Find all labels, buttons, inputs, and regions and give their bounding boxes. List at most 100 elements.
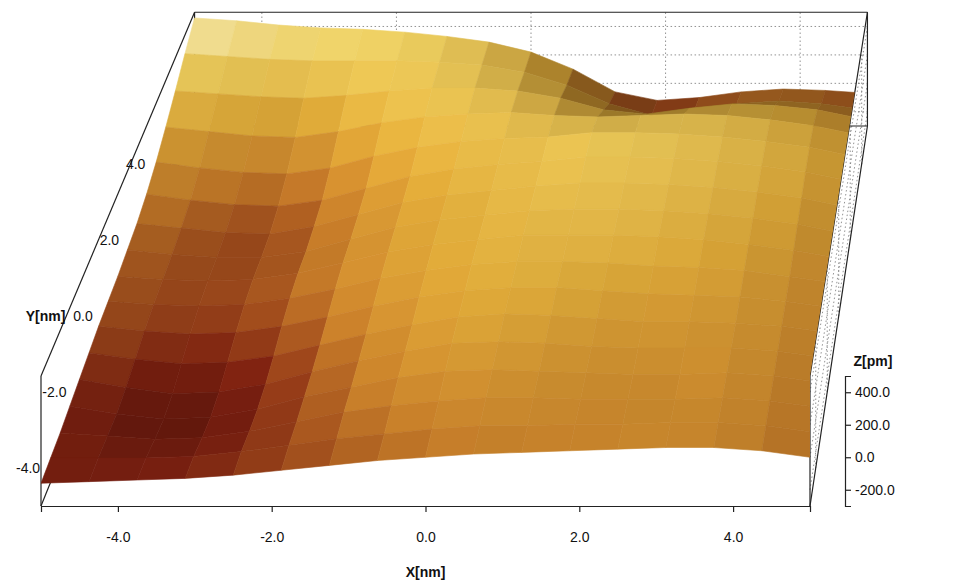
surface-cell — [397, 32, 447, 62]
y-tick-label: -4.0 — [16, 460, 40, 476]
surface-cell — [452, 314, 505, 343]
y-tick-label: 4.0 — [126, 156, 146, 172]
surface-cell — [630, 133, 679, 159]
surface-cell — [635, 114, 684, 134]
surface-cell — [762, 426, 814, 457]
surface-cell — [517, 235, 568, 261]
surface-cell — [89, 458, 146, 482]
surface-cell — [492, 342, 545, 372]
surface-cell — [623, 399, 675, 424]
surface-cell — [146, 438, 202, 458]
grid-line — [838, 194, 839, 316]
surface-cell — [736, 297, 786, 326]
surface-cell — [147, 162, 200, 200]
x-axis-line — [42, 507, 811, 513]
box-edge — [867, 12, 868, 126]
z-axis-line — [846, 377, 852, 507]
surface-cell — [135, 331, 190, 364]
z-tick-label: 400.0 — [855, 384, 890, 400]
surface-cell — [270, 25, 321, 61]
surface-cell — [523, 209, 574, 235]
surface-cell — [684, 104, 732, 115]
surface-cell — [108, 414, 164, 439]
x-tick-mark — [579, 506, 580, 512]
surface-cell — [708, 188, 757, 219]
surface-cell — [511, 261, 563, 287]
surface-cell — [704, 214, 753, 245]
x-tick: -2.0 — [260, 506, 284, 545]
surface-cell — [740, 271, 790, 302]
surface-cell — [568, 209, 619, 235]
surface-cell — [118, 250, 172, 279]
surface-cell — [461, 113, 511, 142]
surface-cell — [458, 288, 510, 317]
surface-cell — [217, 233, 270, 258]
surface-cell — [312, 28, 363, 61]
surface-cell — [602, 263, 653, 294]
x-axis-title: X[nm] — [406, 564, 446, 580]
surface-cell — [191, 168, 244, 205]
x-tick: -4.0 — [106, 506, 130, 545]
surface-cell — [731, 323, 782, 351]
x-tick-label: 0.0 — [416, 529, 436, 545]
surface-cell — [425, 88, 475, 117]
y-tick-label: 2.0 — [100, 232, 120, 248]
surface-cell — [608, 235, 659, 266]
x-tick-mark — [733, 506, 734, 512]
surface-cell — [718, 137, 766, 166]
surface-cell — [586, 133, 635, 157]
surface-cell — [498, 314, 550, 343]
surface-cell — [643, 294, 694, 322]
surface-cell — [723, 373, 774, 401]
surface-cell — [226, 205, 279, 234]
surface-cell — [545, 315, 597, 346]
surface-cell — [592, 115, 641, 132]
surface-cell — [685, 322, 736, 348]
surface-cell — [592, 319, 644, 348]
surface-cell — [155, 417, 211, 439]
surface-cell — [465, 261, 517, 290]
surface-cell — [199, 279, 253, 306]
surface-cell — [511, 91, 560, 115]
z-tick: -200.0 — [845, 482, 895, 498]
surface-cell — [474, 426, 528, 454]
x-tick-label: 2.0 — [570, 529, 590, 545]
surface-cell — [185, 452, 241, 479]
box-edges — [41, 12, 867, 506]
surface-cell — [181, 200, 234, 232]
x-tick: 4.0 — [724, 506, 744, 545]
surface-cell — [173, 362, 228, 393]
surface-cell — [633, 348, 685, 374]
z-axis-title: Z[pm] — [854, 353, 893, 369]
surface-cell — [551, 288, 603, 319]
surface-cell — [137, 456, 194, 480]
surface-cell — [714, 423, 766, 451]
surface-cell — [498, 137, 548, 164]
surface-cell — [108, 276, 163, 304]
surface-cell — [154, 279, 208, 306]
x-axis: -4.0 -2.0 0.0 2.0 4.0 — [42, 506, 811, 545]
surface-cell — [468, 88, 518, 114]
x-tick-mark — [272, 506, 273, 512]
z-tick-label: 200.0 — [855, 417, 890, 433]
surface-cell — [653, 237, 703, 268]
surface-cell — [664, 185, 713, 214]
surface-cell — [671, 398, 723, 423]
surface-cell — [164, 392, 219, 419]
x-tick-label: 4.0 — [724, 529, 744, 545]
surface-cell — [252, 97, 304, 138]
box — [41, 12, 867, 506]
surface-cell — [117, 387, 173, 418]
surface-cell — [281, 439, 336, 471]
surface-cell — [718, 398, 770, 426]
grid-line — [827, 267, 828, 392]
surface-cell — [533, 371, 586, 399]
surface-cell — [554, 98, 603, 117]
surface-cell — [694, 268, 744, 297]
surface-cell — [329, 434, 384, 465]
surface-cell — [137, 194, 191, 228]
x-tick-mark — [118, 506, 119, 512]
surface-cell — [557, 261, 608, 290]
surface-cell — [163, 254, 217, 280]
z-axis: -200.00.0200.0400.0 — [845, 377, 895, 507]
